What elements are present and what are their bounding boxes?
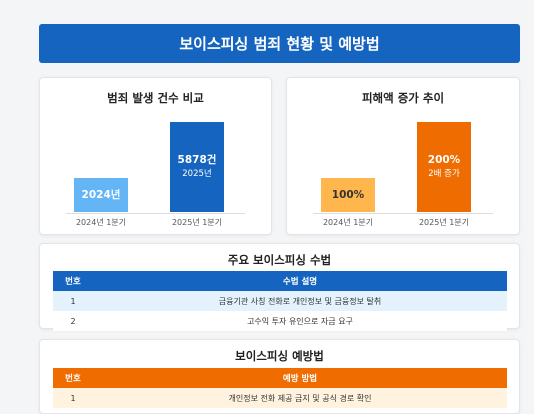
bar-label: 5878건	[177, 154, 217, 166]
table-row: 1 개인정보 전화 제공 금지 및 공식 경로 확인	[53, 388, 507, 408]
x-tick-label: 2024년 1분기	[322, 218, 374, 227]
damage-card: 피해액 증가 추이 100% 200% 2배 증가 2024년 1분기 2025…	[286, 77, 520, 235]
row-number: 1	[53, 388, 93, 408]
row-text: 개인정보 전화 제공 금지 및 공식 경로 확인	[93, 388, 507, 408]
bar-sublabel: 2배 증가	[428, 169, 460, 179]
methods-title: 주요 보이스피싱 수법	[227, 253, 332, 267]
crime-count-card: 범죄 발생 건수 비교 2024년 5878건 2025년 2024년 1분기 …	[39, 77, 272, 235]
x-tick-label: 2025년 1분기	[171, 218, 223, 227]
x-tick-label: 2024년 1분기	[75, 218, 127, 227]
damage-title: 피해액 증가 추이	[361, 91, 445, 105]
page-title: 보이스피싱 범죄 현황 및 예방법	[39, 24, 520, 63]
column-header-number: 번호	[53, 271, 93, 291]
methods-table: 번호 수법 설명 1 금융기관 사칭 전화로 개인정보 및 금융정보 탈취 2 …	[53, 271, 507, 331]
crime-count-title: 범죄 발생 건수 비교	[107, 91, 204, 105]
bar-label: 200%	[427, 154, 461, 166]
column-header-number: 번호	[53, 368, 93, 388]
table-header-row: 번호 예방 방법	[53, 368, 507, 388]
column-header-method: 예방 방법	[93, 368, 507, 388]
bar-2025: 5878건 2025년	[170, 122, 224, 212]
row-text: 금융기관 사칭 전화로 개인정보 및 금융정보 탈취	[93, 291, 507, 311]
prevention-title: 보이스피싱 예방법	[235, 349, 324, 363]
x-tick-label: 2025년 1분기	[418, 218, 470, 227]
column-header-description: 수법 설명	[93, 271, 507, 291]
row-text: 고수익 투자 유인으로 자금 요구	[93, 311, 507, 331]
table-row: 2 고수익 투자 유인으로 자금 요구	[53, 311, 507, 331]
table-row: 1 금융기관 사칭 전화로 개인정보 및 금융정보 탈취	[53, 291, 507, 311]
table-header-row: 번호 수법 설명	[53, 271, 507, 291]
chart-baseline	[66, 213, 245, 214]
row-number: 2	[53, 311, 93, 331]
row-number: 1	[53, 291, 93, 311]
bar-sublabel: 2025년	[182, 169, 212, 179]
bar-label: 2024년	[81, 189, 121, 201]
chart-baseline	[313, 213, 493, 214]
bar-2024: 100%	[321, 178, 375, 212]
prevention-table: 번호 예방 방법 1 개인정보 전화 제공 금지 및 공식 경로 확인	[53, 368, 507, 408]
bar-2024: 2024년	[74, 178, 128, 212]
bar-2025: 200% 2배 증가	[417, 122, 471, 212]
bar-label: 100%	[331, 189, 365, 201]
